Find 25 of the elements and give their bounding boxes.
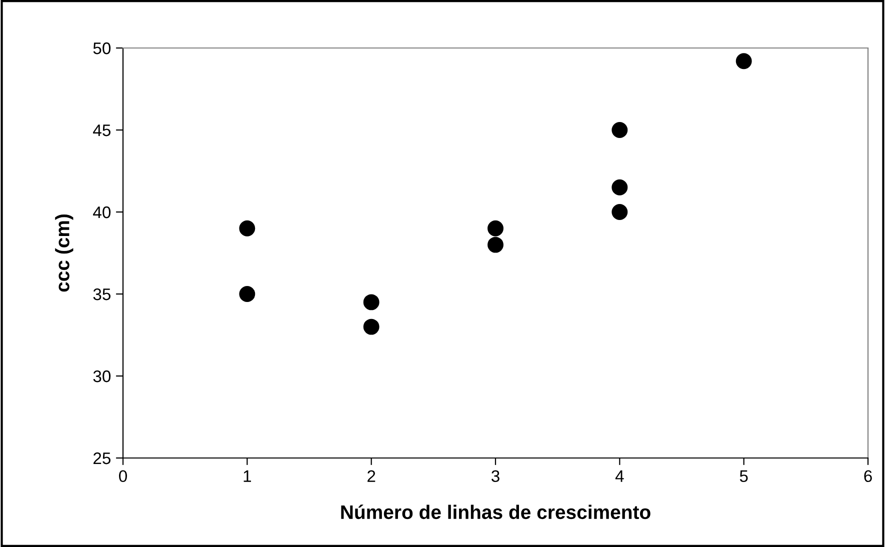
point — [612, 122, 628, 138]
y-tick-label: 50 — [93, 42, 111, 54]
point — [363, 318, 380, 335]
x-tick-label: 3 — [492, 470, 500, 482]
x-axis-title: Número de linhas de crescimento — [341, 504, 650, 520]
x-tick-label: 2 — [368, 470, 376, 482]
point — [612, 179, 628, 196]
point — [239, 220, 256, 236]
y-tick-label: 40 — [93, 206, 111, 218]
point — [363, 294, 380, 310]
y-tick-label: 25 — [93, 452, 110, 464]
point — [736, 53, 752, 70]
point — [488, 220, 504, 236]
y-axis-title: ccc (cm) — [55, 214, 74, 292]
point — [239, 286, 256, 302]
x-tick-label: 1 — [244, 470, 251, 482]
x-tick-label: 4 — [615, 470, 624, 482]
x-tick-label: 5 — [740, 470, 748, 482]
y-tick-label: 30 — [93, 370, 111, 382]
y-tick-label: 45 — [93, 124, 110, 136]
x-tick-label: 6 — [864, 470, 872, 482]
y-tick-label: 35 — [93, 288, 110, 300]
point — [612, 204, 628, 220]
point — [488, 236, 504, 253]
x-tick-label: 0 — [119, 470, 127, 482]
